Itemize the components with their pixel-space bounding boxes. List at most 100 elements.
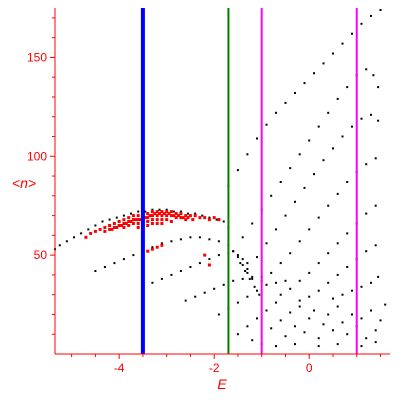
data-point — [289, 252, 292, 255]
data-point — [84, 235, 88, 239]
data-point — [236, 301, 239, 304]
data-point — [284, 335, 287, 338]
data-point — [150, 210, 154, 214]
data-point — [294, 92, 296, 94]
data-point — [93, 229, 97, 233]
data-point — [379, 319, 382, 322]
data-point — [377, 275, 380, 278]
data-point — [241, 258, 244, 261]
y-tick-label: 100 — [27, 149, 47, 163]
data-point — [130, 212, 132, 215]
data-point — [236, 256, 239, 259]
data-point — [174, 216, 178, 220]
data-point — [184, 214, 188, 218]
data-point — [327, 281, 330, 284]
axes: -4 -2 0 50 100 150 — [27, 8, 390, 375]
y-axis-label: <n> — [12, 175, 36, 191]
data-point — [298, 299, 301, 302]
data-point — [384, 303, 387, 306]
data-point — [332, 329, 334, 332]
data-point — [279, 262, 282, 265]
data-point — [207, 218, 211, 222]
data-point — [332, 147, 334, 150]
vertical-lines — [140, 8, 358, 354]
data-point — [203, 291, 206, 294]
data-point — [158, 208, 161, 211]
data-point — [117, 220, 121, 223]
data-point — [298, 240, 301, 243]
data-point — [201, 214, 204, 217]
x-axis-label: E — [217, 376, 227, 392]
data-point — [270, 194, 273, 197]
data-point — [370, 309, 372, 312]
data-point — [341, 321, 344, 324]
data-point — [160, 277, 163, 280]
data-point — [251, 277, 254, 280]
data-point — [162, 212, 166, 216]
data-point — [336, 97, 339, 100]
data-point — [113, 262, 116, 265]
data-point — [241, 236, 244, 239]
data-point — [317, 125, 320, 128]
data-point — [108, 227, 112, 231]
data-point — [122, 226, 126, 229]
data-point — [172, 214, 176, 218]
data-point — [134, 218, 138, 222]
data-point — [165, 208, 168, 211]
data-point — [327, 252, 330, 255]
data-point — [131, 218, 135, 222]
plot-points — [54, 9, 387, 348]
data-point — [137, 210, 140, 213]
data-point — [189, 236, 192, 239]
data-point — [136, 218, 140, 222]
data-point — [58, 244, 61, 247]
data-point — [103, 226, 107, 229]
data-point — [351, 32, 353, 35]
data-point — [322, 62, 325, 65]
data-point — [146, 224, 150, 227]
data-point — [179, 212, 183, 216]
data-point — [365, 250, 368, 253]
data-point — [170, 240, 173, 243]
data-point — [360, 345, 363, 348]
data-point — [265, 283, 268, 286]
data-point — [275, 111, 277, 114]
data-point — [372, 74, 375, 77]
data-point — [265, 123, 268, 126]
data-point — [241, 264, 244, 266]
data-point — [294, 343, 296, 346]
data-point — [317, 216, 320, 219]
data-point — [193, 214, 197, 218]
data-point — [160, 222, 164, 225]
data-point — [308, 295, 311, 298]
data-point — [203, 253, 207, 257]
data-point — [327, 111, 330, 114]
data-point — [246, 325, 249, 328]
data-point — [146, 249, 150, 253]
data-point — [236, 333, 239, 336]
data-point — [346, 333, 349, 336]
data-point — [103, 266, 106, 268]
data-point — [256, 317, 258, 320]
data-point — [122, 258, 125, 261]
data-point — [336, 305, 339, 308]
data-point — [87, 228, 90, 231]
data-point — [212, 216, 216, 220]
data-point — [336, 343, 339, 346]
data-point — [336, 192, 339, 195]
data-point — [120, 224, 123, 227]
data-point — [89, 231, 93, 235]
series-1 — [84, 210, 221, 267]
data-point — [298, 153, 301, 156]
data-point — [136, 226, 140, 229]
y-tick-label: 50 — [34, 248, 48, 262]
data-point — [360, 22, 363, 25]
data-point — [165, 214, 169, 218]
data-point — [370, 113, 372, 116]
data-point — [251, 339, 254, 342]
data-point — [313, 309, 315, 312]
data-point — [177, 214, 180, 218]
data-point — [222, 283, 225, 286]
